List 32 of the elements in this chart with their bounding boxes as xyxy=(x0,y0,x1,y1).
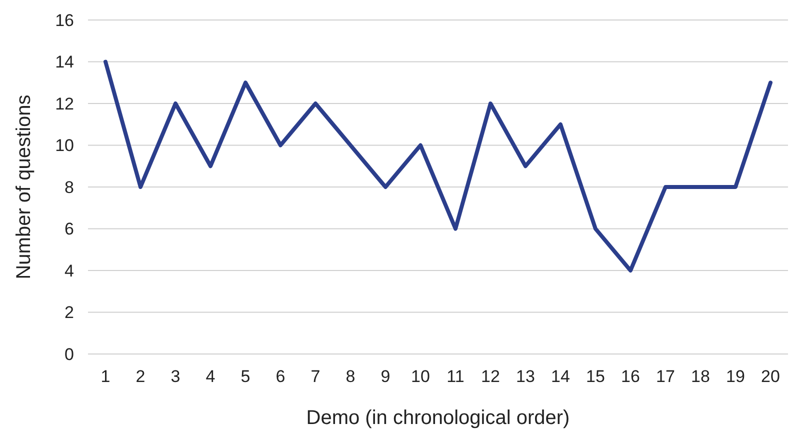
y-tick-label: 6 xyxy=(64,220,74,239)
x-tick-label: 1 xyxy=(100,367,110,386)
x-tick-label: 2 xyxy=(136,367,146,386)
x-tick-label: 19 xyxy=(726,367,745,386)
x-tick-label: 11 xyxy=(446,367,464,386)
x-tick-label: 13 xyxy=(516,367,535,386)
x-tick-label: 10 xyxy=(411,367,430,386)
line-series xyxy=(104,60,772,272)
y-tick-label: 12 xyxy=(55,94,74,114)
x-tick-label: 16 xyxy=(621,367,640,386)
x-tick-label: 3 xyxy=(170,367,180,386)
y-axis-title: Number of questions xyxy=(13,94,35,280)
y-tick-label: 0 xyxy=(64,344,74,364)
x-tick-label: 14 xyxy=(551,367,570,386)
x-tick-label: 12 xyxy=(481,367,500,386)
y-tick-label: 2 xyxy=(64,303,74,322)
x-tick-label: 9 xyxy=(380,367,390,386)
y-tick-label: 16 xyxy=(55,10,74,30)
x-tick-label: 8 xyxy=(346,367,356,386)
y-tick-label: 4 xyxy=(64,261,74,280)
x-axis-title: Demo (in chronological order) xyxy=(306,407,570,429)
x-tick-label: 6 xyxy=(276,367,286,386)
x-tick-label: 17 xyxy=(656,367,675,386)
x-tick-label: 18 xyxy=(691,367,710,386)
y-tick-label: 8 xyxy=(64,178,74,197)
x-tick-label: 5 xyxy=(240,367,250,386)
y-tick-label: 10 xyxy=(55,136,74,156)
x-tick-label: 4 xyxy=(206,367,216,386)
x-tick-label: 20 xyxy=(761,367,780,386)
x-tick-label: 15 xyxy=(586,367,605,386)
x-tick-label: 7 xyxy=(310,367,320,386)
y-tick-label: 14 xyxy=(55,52,74,72)
